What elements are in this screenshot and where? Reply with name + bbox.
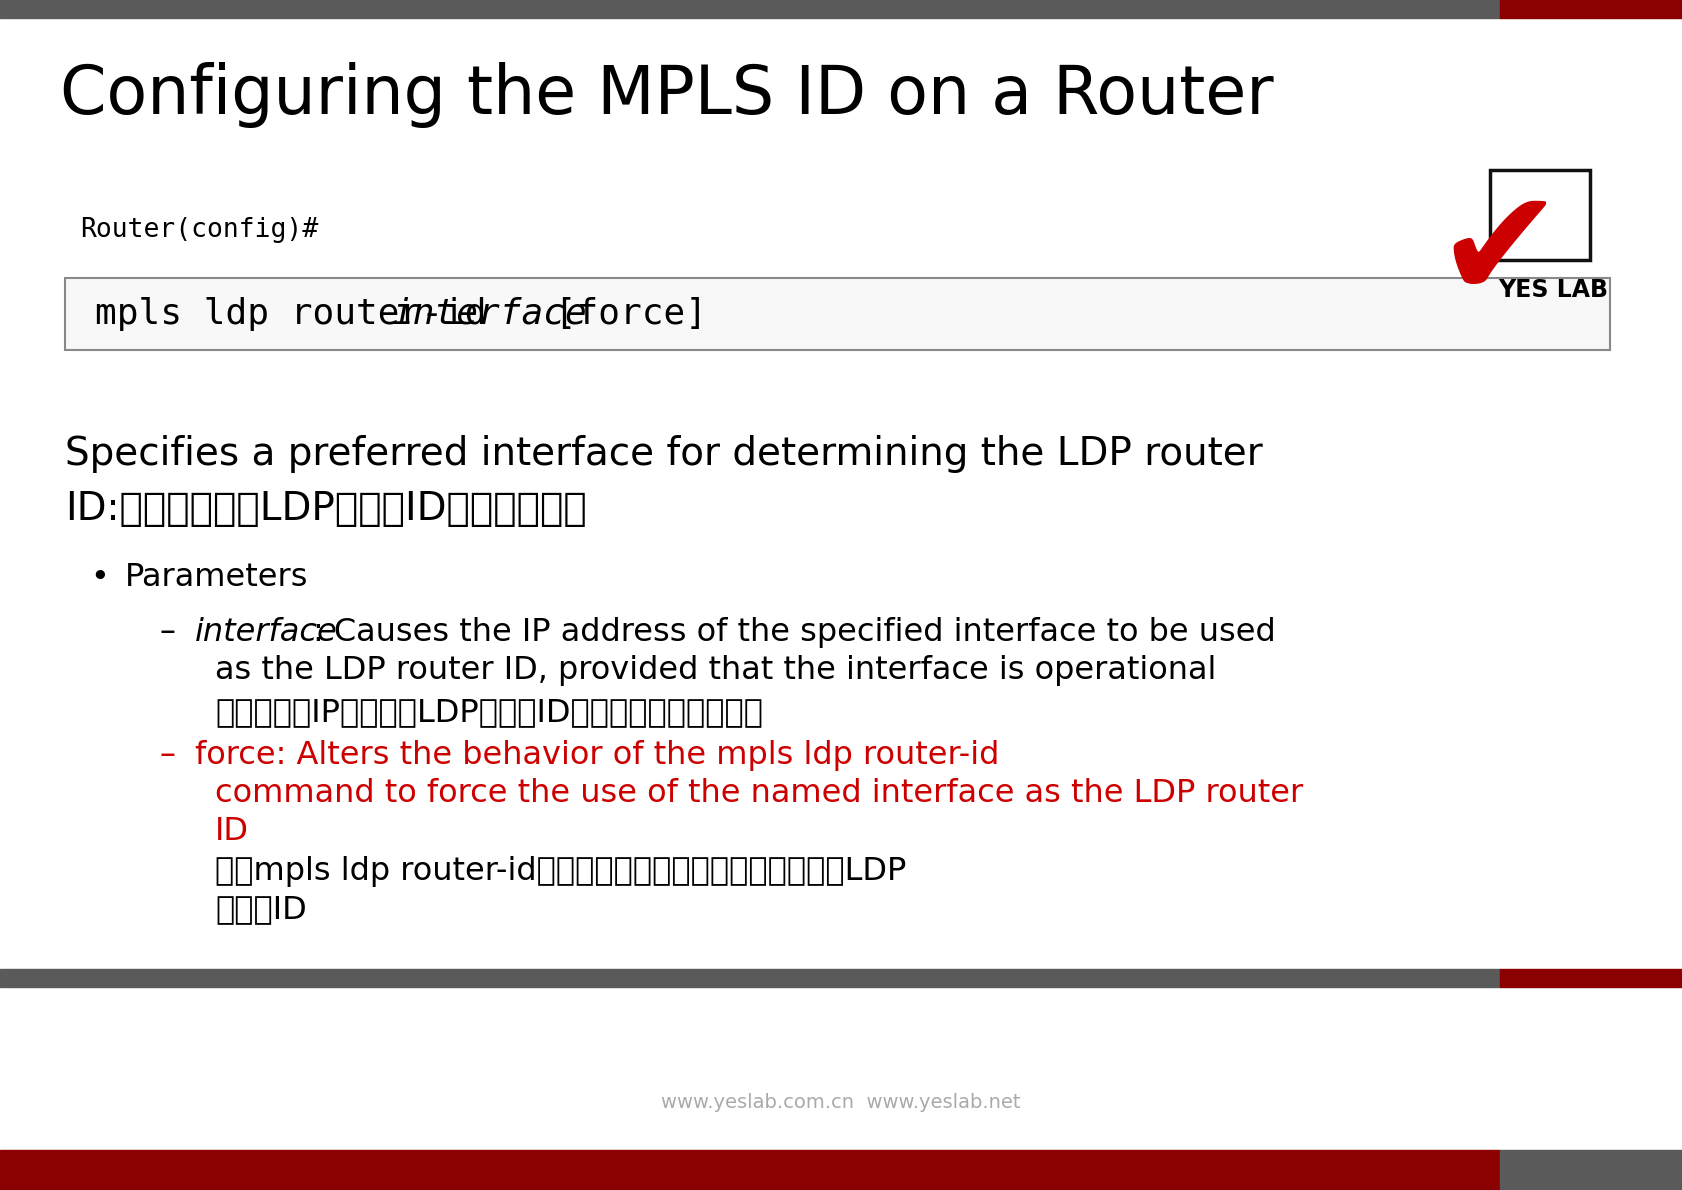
Bar — [1499, 969, 1682, 987]
Text: www.yeslab.com.cn  www.yeslab.net: www.yeslab.com.cn www.yeslab.net — [661, 1092, 1021, 1111]
Text: force: Alters the behavior of the mpls ldp router-id: force: Alters the behavior of the mpls l… — [195, 740, 999, 771]
Text: ID: ID — [215, 816, 249, 847]
Text: –: – — [160, 616, 177, 649]
Bar — [1499, 0, 1682, 18]
Text: 路由器ID: 路由器ID — [215, 894, 306, 925]
Bar — [0, 0, 1499, 18]
Text: –: – — [160, 740, 177, 771]
Bar — [1489, 170, 1589, 259]
Text: as the LDP router ID, provided that the interface is operational: as the LDP router ID, provided that the … — [215, 654, 1216, 685]
Text: Specifies a preferred interface for determining the LDP router: Specifies a preferred interface for dete… — [66, 436, 1262, 472]
Text: ID:指定用于确定LDP路由器ID的首选接口：: ID:指定用于确定LDP路由器ID的首选接口： — [66, 490, 587, 528]
Text: YES LAB: YES LAB — [1497, 278, 1606, 302]
Text: command to force the use of the named interface as the LDP router: command to force the use of the named in… — [215, 778, 1302, 809]
Text: [force]: [force] — [533, 298, 706, 331]
Bar — [0, 1150, 1499, 1190]
FancyBboxPatch shape — [66, 278, 1610, 350]
Text: interface: interface — [195, 616, 338, 649]
Text: •: • — [89, 562, 109, 593]
Text: 更改mpls ldp router-id命令的行为，强制使用命名接口作为LDP: 更改mpls ldp router-id命令的行为，强制使用命名接口作为LDP — [215, 856, 907, 887]
Text: : Causes the IP address of the specified interface to be used: : Causes the IP address of the specified… — [313, 616, 1275, 649]
Text: interface: interface — [392, 298, 587, 331]
Bar — [0, 969, 1499, 987]
Text: mpls ldp router-id: mpls ldp router-id — [94, 298, 508, 331]
Text: Parameters: Parameters — [124, 562, 308, 593]
Text: Router(config)#: Router(config)# — [81, 217, 318, 243]
Bar — [1499, 1150, 1682, 1190]
Text: Configuring the MPLS ID on a Router: Configuring the MPLS ID on a Router — [61, 62, 1273, 129]
Text: ✔: ✔ — [1435, 180, 1563, 328]
Text: 指定接口的IP地址作为LDP路由器ID，只要该接口正常工作: 指定接口的IP地址作为LDP路由器ID，只要该接口正常工作 — [215, 697, 762, 728]
